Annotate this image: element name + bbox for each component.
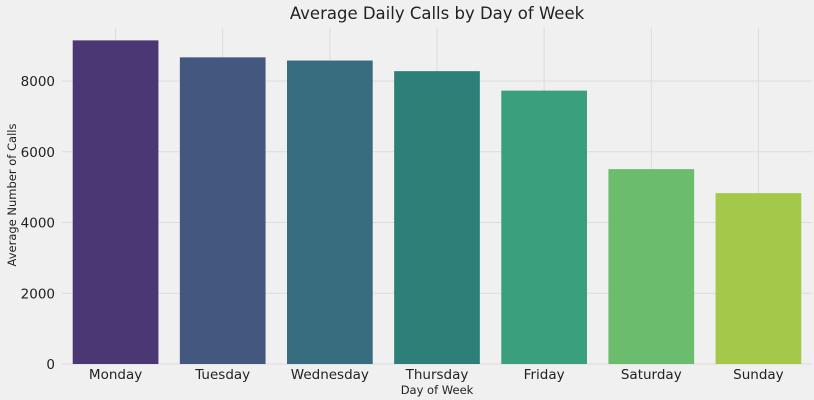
bar-sunday bbox=[715, 193, 802, 364]
bar-tuesday bbox=[179, 57, 266, 365]
bar-thursday bbox=[394, 71, 480, 364]
bar-monday bbox=[72, 40, 159, 365]
bar-saturday bbox=[608, 169, 695, 364]
x-tick-label-monday: Monday bbox=[89, 367, 142, 383]
x-tick-label-thursday: Thursday bbox=[405, 367, 469, 383]
chart-title: Average Daily Calls by Day of Week bbox=[290, 4, 585, 23]
bar-wednesday bbox=[287, 60, 373, 365]
y-tick-label: 6000 bbox=[21, 145, 55, 161]
y-tick-label: 2000 bbox=[21, 286, 55, 302]
y-tick-label: 0 bbox=[46, 357, 55, 373]
x-tick-label-friday: Friday bbox=[524, 367, 565, 383]
y-tick-label: 8000 bbox=[21, 74, 55, 90]
x-tick-label-saturday: Saturday bbox=[621, 367, 682, 383]
x-axis-label: Day of Week bbox=[401, 383, 474, 397]
x-tick-label-wednesday: Wednesday bbox=[291, 367, 369, 383]
y-axis-label: Average Number of Calls bbox=[5, 124, 19, 267]
y-tick-labels: 0 2000 4000 6000 8000 bbox=[21, 74, 55, 373]
bar-friday bbox=[501, 90, 587, 364]
x-tick-labels: Monday Tuesday Wednesday Thursday Friday Satu… bbox=[89, 367, 784, 383]
x-tick-label-tuesday: Tuesday bbox=[194, 367, 250, 383]
y-tick-label: 4000 bbox=[21, 216, 55, 232]
x-tick-label-sunday: Sunday bbox=[733, 367, 784, 383]
bars bbox=[72, 40, 802, 365]
